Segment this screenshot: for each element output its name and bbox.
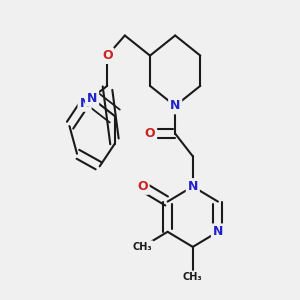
Text: O: O	[137, 180, 148, 193]
Text: CH₃: CH₃	[183, 272, 203, 282]
Text: N: N	[87, 92, 97, 105]
Text: N: N	[170, 100, 180, 112]
Text: N: N	[188, 180, 198, 193]
Text: N: N	[80, 97, 90, 110]
Text: O: O	[145, 127, 155, 140]
Text: N: N	[213, 225, 223, 238]
Text: O: O	[102, 49, 112, 62]
Text: CH₃: CH₃	[133, 242, 152, 252]
